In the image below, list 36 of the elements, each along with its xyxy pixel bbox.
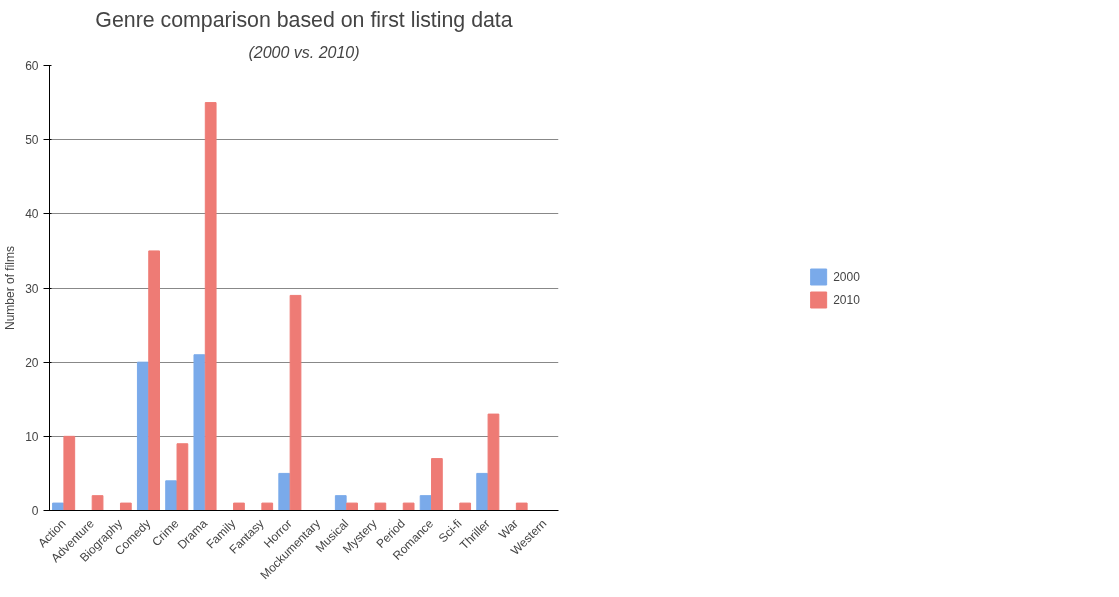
y-axis-title: Number of films (3, 245, 18, 331)
bar (487, 413, 500, 511)
bar (119, 502, 132, 511)
bar (233, 502, 245, 511)
y-tick-label: 40 (25, 207, 39, 222)
bar (374, 502, 387, 511)
bar (402, 502, 415, 511)
bar (278, 472, 291, 511)
bar (419, 495, 432, 511)
bar (334, 495, 347, 511)
bar (459, 502, 472, 511)
bar (204, 102, 217, 511)
bar (63, 435, 76, 511)
y-tick-label: 0 (31, 504, 39, 518)
legend-label: 2010 (833, 292, 860, 306)
bar (52, 502, 64, 511)
y-tick-label: 20 (25, 355, 39, 370)
y-tick-label: 10 (25, 429, 39, 444)
y-tick-label: 60 (25, 59, 39, 73)
bar (431, 458, 443, 511)
bar (165, 480, 177, 511)
legend-label: 2000 (833, 269, 860, 283)
bar (91, 495, 104, 511)
chart-subtitle: (2000 vs. 2010) (248, 43, 360, 61)
chart-title: Genre comparison based on first listing data (95, 7, 513, 32)
bar (261, 502, 274, 511)
bar (148, 250, 160, 511)
bar (346, 502, 358, 511)
y-tick-label: 50 (25, 133, 39, 148)
y-tick-label: 30 (25, 281, 39, 296)
bar (193, 354, 206, 511)
bar (136, 361, 149, 511)
bar (515, 502, 528, 511)
bar (176, 443, 189, 511)
bar (476, 472, 489, 511)
bar (289, 294, 302, 511)
